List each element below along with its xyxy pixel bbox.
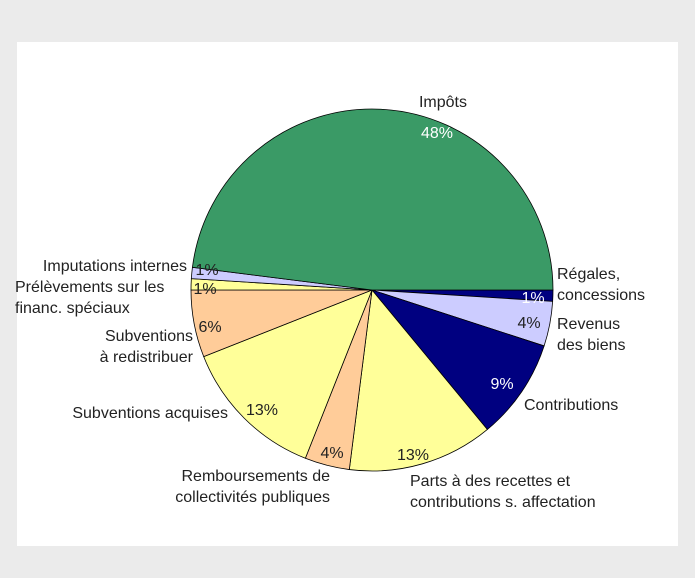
pie-slice	[203, 289, 373, 459]
value-label: 6%	[198, 319, 221, 336]
slice-label: Contributions	[524, 397, 618, 414]
value-label: 9%	[490, 376, 513, 393]
value-label: 48%	[421, 125, 453, 142]
value-label: 1%	[193, 281, 216, 298]
pie-slice	[191, 108, 554, 291]
slice-label: Imputations internes	[43, 258, 187, 275]
slice-label: Prélèvements sur les financ. spéciaux	[15, 279, 164, 317]
slice-label: Remboursements de collectivités publiques	[175, 468, 330, 506]
value-label: 13%	[246, 402, 278, 419]
slice-label: Impôts	[419, 94, 467, 111]
slice-label: Parts à des recettes et contributions s. …	[410, 473, 596, 511]
value-label: 4%	[517, 315, 540, 332]
slice-label: Subventions à redistribuer	[100, 328, 194, 366]
slice-label: Revenus des biens	[557, 316, 626, 354]
value-label: 13%	[397, 447, 429, 464]
pie-slice	[348, 289, 488, 472]
slice-label: Régales, concessions	[557, 266, 645, 304]
value-label: 4%	[320, 445, 343, 462]
pie-slice	[370, 289, 545, 431]
value-label: 1%	[195, 262, 218, 279]
value-label: 1%	[521, 290, 544, 307]
slice-label: Subventions acquises	[72, 405, 228, 422]
